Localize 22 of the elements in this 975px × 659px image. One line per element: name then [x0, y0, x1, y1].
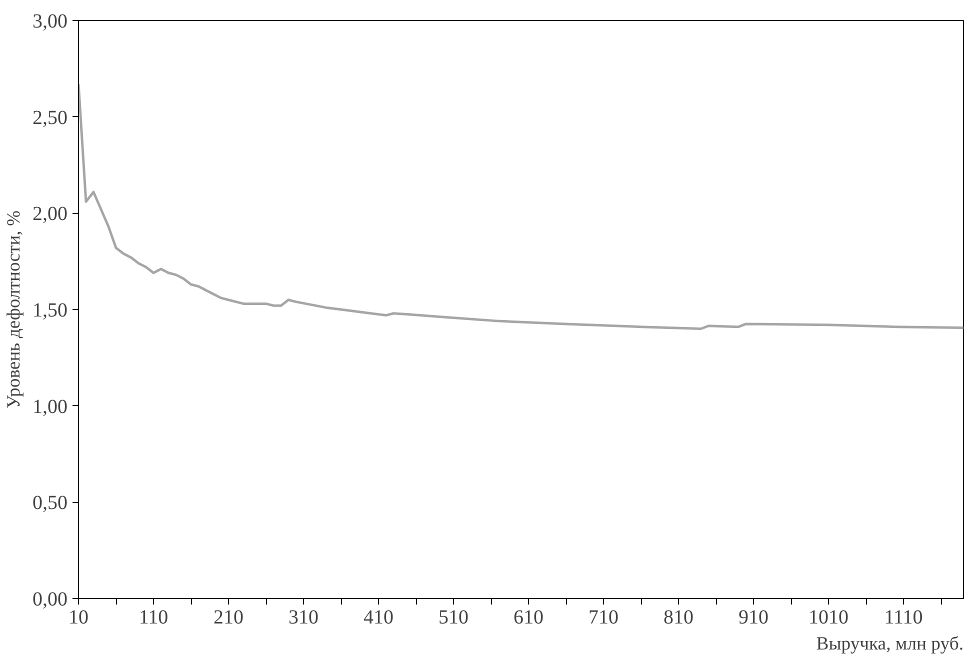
y-tick-label: 1,00	[32, 396, 68, 418]
x-tick-label: 410	[364, 606, 394, 628]
x-tick-label: 610	[514, 606, 544, 628]
y-tick-label: 1,50	[32, 300, 68, 322]
y-tick-label: 3,00	[32, 10, 68, 32]
x-tick-label: 710	[588, 606, 618, 628]
x-tick-label: 1010	[808, 606, 848, 628]
y-tick-label: 2,00	[32, 203, 68, 226]
x-tick-label: 210	[214, 606, 244, 628]
y-tick-label: 2,50	[32, 106, 68, 129]
x-tick-label: 910	[738, 606, 768, 628]
x-axis-title: Выручка, млн руб.	[816, 634, 964, 654]
x-tick-label: 110	[138, 606, 168, 628]
y-tick-label: 0,50	[32, 492, 68, 514]
y-tick-label: 0,00	[32, 588, 68, 610]
x-tick-label: 510	[438, 606, 468, 628]
line-series	[78, 82, 964, 330]
x-tick-label: 10	[68, 606, 88, 628]
x-tick-label: 810	[664, 606, 694, 628]
x-tick-label: 1110	[884, 606, 923, 628]
y-axis-title: Уровень дефолтности, %	[4, 210, 24, 409]
x-tick-label: 310	[288, 606, 318, 628]
